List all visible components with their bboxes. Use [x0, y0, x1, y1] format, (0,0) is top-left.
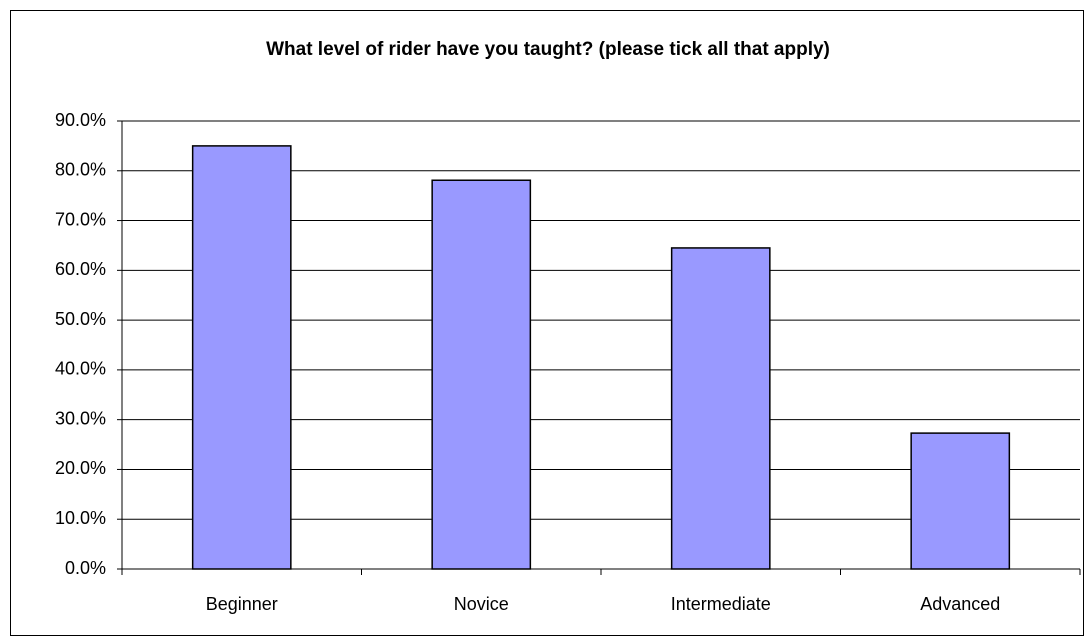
y-tick-label: 20.0%	[55, 458, 106, 478]
y-tick-label: 60.0%	[55, 259, 106, 279]
bar	[191, 145, 292, 570]
x-tick-label: Advanced	[920, 594, 1000, 614]
y-tick-label: 0.0%	[65, 558, 106, 578]
y-tick-label: 40.0%	[55, 359, 106, 379]
chart-title: What level of rider have you taught? (pl…	[266, 39, 830, 60]
bar	[910, 432, 1011, 570]
bar	[431, 179, 532, 570]
x-tick-label: Beginner	[206, 594, 278, 614]
y-tick-label: 70.0%	[55, 209, 106, 229]
x-tick-label: Novice	[454, 594, 509, 614]
x-tick-label: Intermediate	[671, 594, 771, 614]
bar	[670, 247, 771, 570]
y-tick-label: 80.0%	[55, 160, 106, 180]
chart-frame	[10, 10, 1084, 636]
y-tick-label: 10.0%	[55, 508, 106, 528]
y-tick-label: 90.0%	[55, 110, 106, 130]
y-tick-label: 30.0%	[55, 408, 106, 428]
y-tick-label: 50.0%	[55, 309, 106, 329]
